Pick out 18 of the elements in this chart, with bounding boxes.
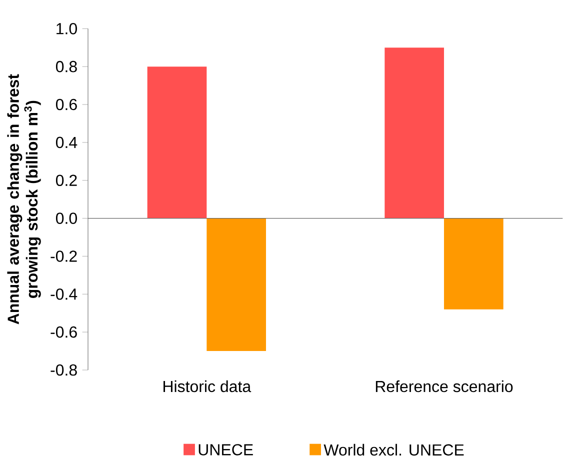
y-tick-label: 0.8 [56, 60, 77, 72]
y-tick-label: 0.0 [56, 212, 77, 224]
bar [147, 66, 207, 218]
x-tick-label: Historic data [164, 380, 252, 392]
y-tick-label: 0.4 [56, 136, 78, 148]
y-tick-label: -0.8 [50, 364, 77, 376]
y-tick-label: -0.4 [50, 288, 78, 300]
x-tick-label: Reference scenario [376, 380, 513, 392]
bar [444, 218, 504, 310]
legend-label: UNECE [198, 444, 253, 456]
bar [206, 218, 266, 352]
y-tick-label: -0.2 [50, 250, 77, 262]
bar [384, 48, 444, 218]
y-tick-label: -0.6 [50, 326, 77, 338]
y-tick-label: 0.6 [56, 98, 77, 110]
y-tick-label: 0.2 [56, 174, 77, 186]
legend-label: World excl. UNECE [324, 444, 464, 456]
y-tick-label: 1.0 [56, 23, 77, 34]
